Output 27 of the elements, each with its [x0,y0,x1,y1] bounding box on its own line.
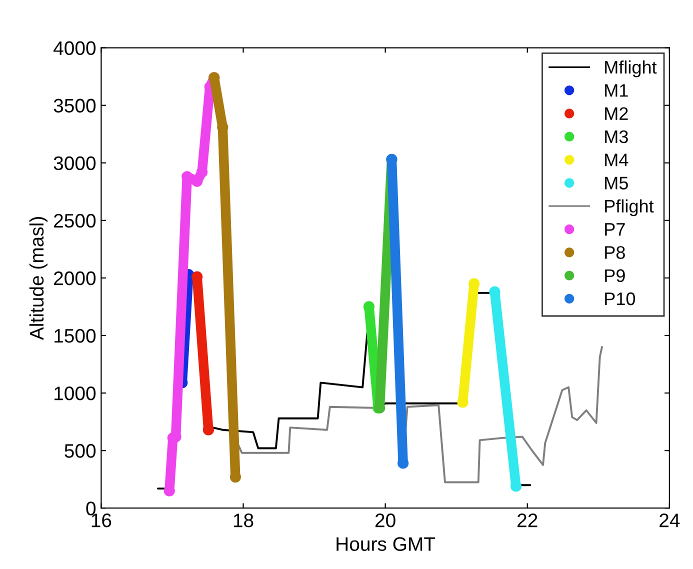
y-tick-label: 1000 [54,386,96,400]
legend-label: Mflight [605,60,657,78]
legend-label: M3 [605,130,628,144]
legend-label: Pflight [605,199,654,216]
x-tick-label: 20 [375,513,396,528]
y-tick-label: 3000 [54,156,96,170]
legend-label: M1 [605,84,628,97]
y-tick-label: 2000 [54,271,96,286]
y-tick-label: 3500 [54,98,96,113]
legend-label: P8 [605,246,625,259]
y-axis-title: Altitude (masl) [29,217,48,340]
legend-label: P10 [605,292,636,306]
y-tick-label: 1500 [54,328,96,343]
x-tick-label: 24 [660,513,680,528]
x-tick-label: 16 [92,513,112,528]
x-tick-label: 22 [518,513,538,528]
x-axis-title: Hours GMT [336,537,436,551]
legend-label: M5 [605,176,628,190]
legend-label: M2 [605,107,628,120]
y-tick-label: 4000 [54,41,96,56]
legend-label: M4 [605,154,628,166]
y-tick-label: 0 [86,502,96,516]
y-tick-label: 2500 [54,214,96,228]
y-tick-label: 500 [64,444,96,458]
legend-label: P9 [605,269,625,282]
legend-label: P7 [605,223,625,236]
x-tick-label: 18 [234,513,254,528]
